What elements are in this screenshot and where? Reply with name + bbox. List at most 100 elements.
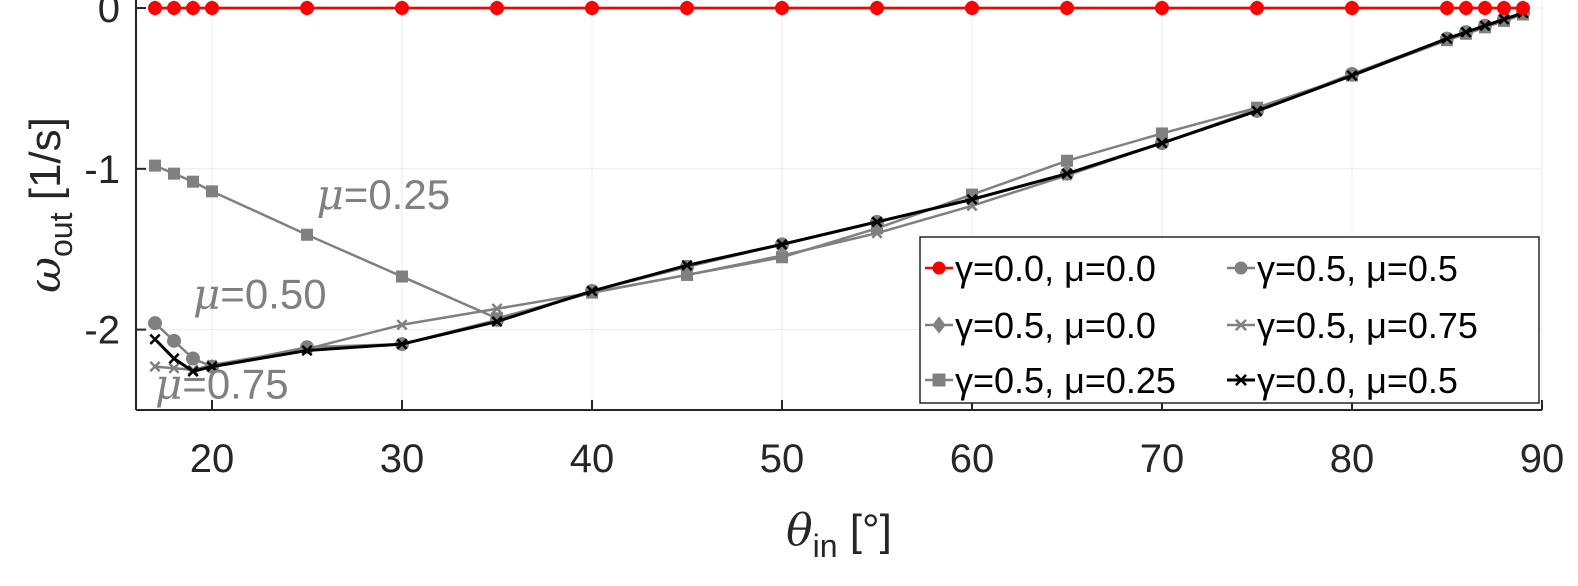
data-point — [1250, 1, 1264, 16]
data-point — [168, 352, 180, 365]
data-point — [186, 1, 200, 16]
data-point — [585, 1, 599, 16]
annotation-label: μ=0.75 — [155, 360, 289, 409]
data-point — [1441, 33, 1453, 45]
data-point — [871, 227, 883, 239]
data-point — [1516, 1, 1530, 16]
x-tick-label: 50 — [760, 437, 805, 481]
data-point — [1235, 374, 1247, 386]
data-point — [396, 270, 408, 283]
x-tick-label: 80 — [1330, 437, 1375, 481]
data-point — [148, 1, 162, 16]
data-point — [396, 338, 408, 350]
data-point — [300, 1, 314, 16]
annotation-value: =0.50 — [220, 271, 326, 318]
data-point — [168, 167, 180, 180]
data-point — [681, 259, 693, 271]
x-tick-label: 90 — [1520, 437, 1565, 481]
data-point — [1155, 1, 1169, 16]
data-point — [301, 344, 313, 357]
data-point — [966, 193, 978, 205]
data-point — [186, 351, 200, 366]
data-point — [1345, 1, 1359, 16]
data-point — [149, 361, 161, 373]
series-5 — [149, 7, 1529, 377]
x-axis-subscript: in — [813, 528, 838, 564]
legend-item: γ=0.5, μ=0.75 — [1227, 305, 1478, 346]
data-point — [206, 185, 218, 198]
data-point — [149, 159, 161, 172]
data-point — [775, 1, 789, 16]
x-tick-label: 70 — [1140, 437, 1185, 481]
y-tick-label: -2 — [84, 309, 120, 353]
data-point — [205, 1, 219, 16]
data-point — [870, 1, 884, 16]
data-point — [1061, 168, 1073, 180]
series-layer — [148, 0, 1530, 377]
annotation-label: μ=0.25 — [317, 170, 451, 219]
data-point — [965, 1, 979, 16]
annotation-value: =0.75 — [182, 361, 288, 408]
data-point — [395, 1, 409, 16]
ticks: 20 30 40 50 60 70 80 90 0 -1 -2 — [84, 0, 1564, 481]
data-point — [206, 361, 218, 373]
data-point — [1440, 1, 1454, 16]
data-point — [149, 333, 161, 345]
data-point — [187, 175, 199, 188]
x-tick-label: 20 — [190, 437, 235, 481]
data-point — [167, 333, 181, 348]
annotations: μ=0.25μ=0.50μ=0.75 — [155, 170, 450, 409]
y-axis-subscript: out — [43, 212, 79, 257]
legend-label: γ=0.5, μ=0.5 — [1257, 248, 1458, 289]
data-point — [148, 316, 162, 331]
data-point — [1346, 70, 1358, 82]
data-point — [1060, 1, 1074, 16]
data-point — [776, 250, 788, 262]
legend-box — [919, 236, 1540, 404]
data-point — [1478, 1, 1492, 16]
data-point — [1061, 154, 1073, 167]
data-point — [776, 238, 788, 250]
data-point — [168, 362, 180, 374]
data-point — [1498, 13, 1510, 25]
data-point — [1459, 1, 1473, 16]
data-point — [1460, 26, 1472, 38]
data-point — [187, 365, 199, 377]
data-point — [1479, 20, 1491, 32]
annotation-symbol: μ — [317, 170, 344, 219]
legend-label: γ=0.5, μ=0.25 — [955, 360, 1176, 401]
legend-item: γ=0.5, μ=0.25 — [925, 360, 1176, 401]
annotation-value: =0.25 — [344, 171, 450, 218]
y-axis-label: ωout [1/s] — [20, 117, 79, 293]
data-point — [1251, 105, 1263, 117]
data-point — [490, 1, 504, 16]
data-point — [1497, 1, 1511, 16]
y-tick-label: 0 — [98, 0, 120, 31]
data-point — [1235, 319, 1247, 331]
y-tick-label: -1 — [84, 148, 120, 192]
x-axis-label: θin [°] — [786, 505, 892, 564]
data-point — [491, 316, 503, 328]
axis-labels: θin [°] ωout [1/s] — [20, 117, 892, 564]
legend-label: γ=0.5, μ=0.75 — [1257, 305, 1478, 346]
data-point — [1156, 137, 1168, 149]
legend: γ=0.0, μ=0.0 γ=0.5, μ=0.5 γ=0.5, μ=0.0 γ=0.… — [919, 236, 1540, 404]
data-point — [680, 1, 694, 16]
legend-label: γ=0.5, μ=0.0 — [955, 305, 1156, 346]
legend-item: γ=0.0, μ=0.5 — [1227, 360, 1458, 401]
data-point — [1234, 261, 1248, 275]
annotation-symbol: μ — [155, 360, 182, 409]
data-point — [932, 316, 946, 334]
y-axis-symbol: ω — [20, 257, 71, 293]
data-point — [871, 216, 883, 228]
annotation-label: μ=0.50 — [193, 270, 327, 319]
y-axis-unit: [1/s] — [21, 117, 70, 212]
x-tick-label: 60 — [950, 437, 995, 481]
data-point — [396, 319, 408, 331]
data-point — [586, 285, 598, 297]
x-axis-unit: [°] — [838, 506, 892, 555]
x-tick-label: 40 — [570, 437, 615, 481]
data-point — [301, 228, 313, 241]
legend-item: γ=0.0, μ=0.0 — [925, 248, 1156, 289]
